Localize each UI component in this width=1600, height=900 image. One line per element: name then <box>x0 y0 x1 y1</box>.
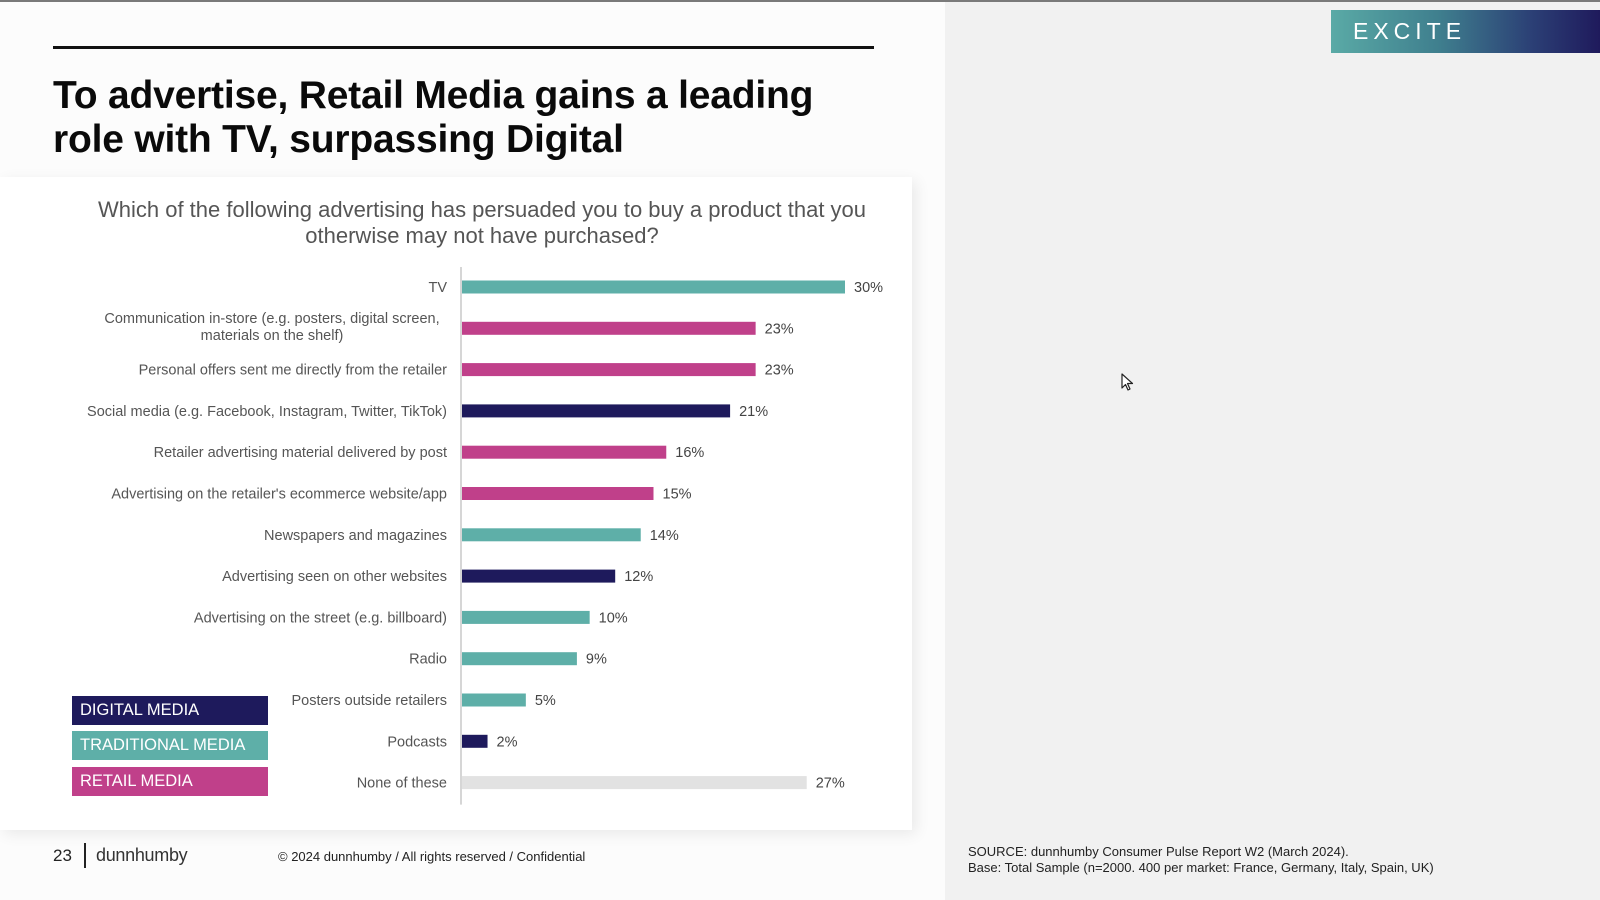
category-label-line: Posters outside retailers <box>291 693 447 709</box>
footer-separator <box>84 843 86 868</box>
category-label-line: TV <box>428 280 447 296</box>
bar-9 <box>462 652 577 666</box>
category-label-10: Posters outside retailers <box>291 693 447 709</box>
category-label-11: Podcasts <box>387 734 447 750</box>
bar-2 <box>462 363 756 377</box>
category-label-3: Social media (e.g. Facebook, Instagram, … <box>87 404 447 420</box>
value-label-10: 5% <box>535 693 556 709</box>
value-label-2: 23% <box>765 363 794 379</box>
section-badge: EXCITE <box>1331 10 1600 53</box>
category-label-line: Communication in-store (e.g. posters, di… <box>104 311 439 327</box>
bar-0 <box>462 280 845 294</box>
base-line: Base: Total Sample (n=2000. 400 per mark… <box>968 860 1434 875</box>
category-label-line: Radio <box>409 652 447 668</box>
value-label-1: 23% <box>765 321 794 337</box>
value-label-6: 14% <box>650 528 679 544</box>
category-label-line: Newspapers and magazines <box>264 528 447 544</box>
category-label-6: Newspapers and magazines <box>264 528 447 544</box>
bar-5 <box>462 487 654 500</box>
bar-11 <box>462 734 488 748</box>
window-top-edge <box>0 0 1600 2</box>
category-label-2: Personal offers sent me directly from th… <box>139 363 448 379</box>
slide-side-panel <box>945 2 1600 900</box>
category-label-12: None of these <box>357 776 447 792</box>
category-label-5: Advertising on the retailer's ecommerce … <box>111 487 447 503</box>
category-label-line: Personal offers sent me directly from th… <box>139 363 448 379</box>
value-label-11: 2% <box>497 734 518 750</box>
bar-7 <box>462 569 616 583</box>
category-label-line: None of these <box>357 776 447 792</box>
value-label-5: 15% <box>663 487 692 503</box>
category-label-line: Advertising on the retailer's ecommerce … <box>111 487 447 503</box>
value-label-7: 12% <box>624 569 653 585</box>
bar-6 <box>462 528 641 542</box>
category-label-4: Retailer advertising material delivered … <box>154 445 447 461</box>
category-label-9: Radio <box>409 652 447 668</box>
value-label-4: 16% <box>675 445 704 461</box>
category-label-line: Podcasts <box>387 734 447 750</box>
category-label-0: TV <box>428 280 447 296</box>
bar-3 <box>462 404 731 418</box>
bar-12 <box>462 776 807 790</box>
brand-logo: dunnhumby <box>96 845 188 865</box>
page-number: 23 <box>53 846 72 865</box>
page-title: To advertise, Retail Media gains a leadi… <box>53 74 814 161</box>
bar-1 <box>462 321 756 335</box>
legend-digital-media: DIGITAL MEDIA <box>72 696 268 725</box>
chart-title: Which of the following advertising has p… <box>97 197 867 248</box>
source-line: SOURCE: dunnhumby Consumer Pulse Report … <box>968 844 1349 859</box>
copyright-text: © 2024 dunnhumby / All rights reserved /… <box>278 849 586 864</box>
category-label-7: Advertising seen on other websites <box>222 569 447 585</box>
title-rule <box>53 46 874 49</box>
mouse-cursor-icon <box>1121 373 1134 391</box>
value-label-8: 10% <box>599 610 628 626</box>
value-label-0: 30% <box>854 280 883 296</box>
category-label-line: Social media (e.g. Facebook, Instagram, … <box>87 404 447 420</box>
value-label-12: 27% <box>816 776 845 792</box>
legend-traditional-media: TRADITIONAL MEDIA <box>72 731 268 760</box>
legend-retail-media: RETAIL MEDIA <box>72 767 268 796</box>
category-label-8: Advertising on the street (e.g. billboar… <box>194 610 447 626</box>
bar-10 <box>462 693 526 707</box>
category-label-line: Retailer advertising material delivered … <box>154 445 447 461</box>
value-label-9: 9% <box>586 652 607 668</box>
category-label-line: Advertising seen on other websites <box>222 569 447 585</box>
source-note: SOURCE: dunnhumby Consumer Pulse Report … <box>968 844 1434 876</box>
category-label-line: Advertising on the street (e.g. billboar… <box>194 610 447 626</box>
bar-8 <box>462 610 590 624</box>
category-label-1: Communication in-store (e.g. posters, di… <box>104 311 439 344</box>
category-label-line: materials on the shelf) <box>201 328 344 344</box>
value-label-3: 21% <box>739 404 768 420</box>
bar-4 <box>462 445 667 459</box>
